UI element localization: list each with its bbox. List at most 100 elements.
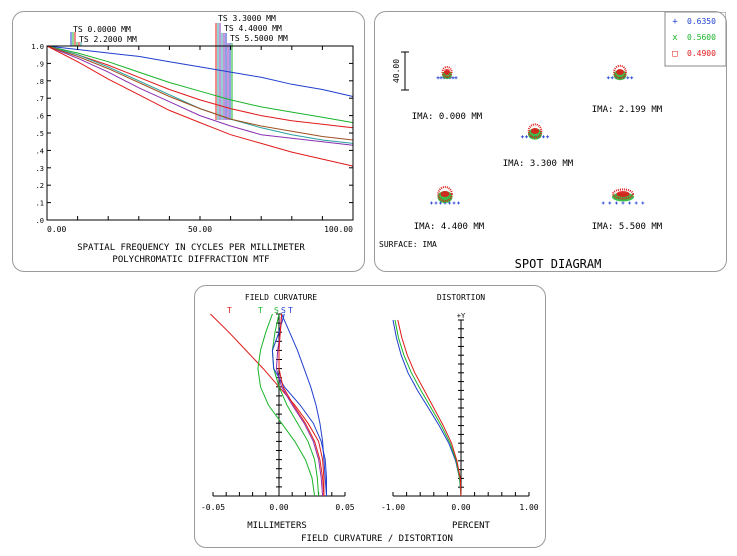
spot-blob xyxy=(606,64,634,81)
field-curvature-xlabel: MILLIMETERS xyxy=(247,521,307,531)
spot-ray-blue xyxy=(457,201,460,205)
fc-x-tick-label: -0.05 xyxy=(201,503,225,512)
spot-blob xyxy=(601,188,645,205)
mtf-series-line xyxy=(46,45,354,97)
mtf-series-line xyxy=(46,45,354,146)
mtf-field-label: TS 4.4000 MM xyxy=(224,24,282,33)
spot-blob xyxy=(430,186,460,205)
fc-series-line xyxy=(275,313,324,497)
spot-ray-red xyxy=(530,128,540,134)
spot-ray-red xyxy=(441,66,453,78)
mtf-panel: TS 0.0000 MM TS 2.2000 MM TS 3.3000 MM TS 4… xyxy=(12,11,365,272)
spot-scale-bar xyxy=(401,51,409,91)
spot-surface-label: SURFACE: IMA xyxy=(379,240,437,249)
spot-diagram-chart: +0.6350 x 0.5600 □ 0.4900 40.00 IMA: 0.000 M… xyxy=(379,12,726,271)
fc-x-tick-label: 0.05 xyxy=(335,503,354,512)
spot-ray-blue xyxy=(614,201,618,205)
wavelength-value: 0.5600 xyxy=(687,33,716,42)
spot-ray-blue xyxy=(641,201,645,205)
mtf-y-tick-label: .2 xyxy=(36,182,44,190)
spot-ray-red xyxy=(612,188,634,200)
mtf-y-tick-label: .1 xyxy=(36,200,44,208)
spot-ray-blue xyxy=(541,135,545,139)
wavelength-symbol: + xyxy=(672,17,678,27)
spot-ray-blue xyxy=(610,76,614,80)
mtf-xlabel: SPATIAL FREQUENCY IN CYCLES PER MILLIMET… xyxy=(77,243,305,253)
field-curvature-distortion-title: FIELD CURVATURE / DISTORTION xyxy=(301,534,453,544)
spot-ray-blue xyxy=(439,201,442,205)
fc-curve-label: S xyxy=(281,306,286,315)
mtf-series-line xyxy=(46,45,354,124)
spot-ray-blue xyxy=(608,201,612,205)
mtf-y-tick-label: .6 xyxy=(36,113,44,121)
spot-title: SPOT DIAGRAM xyxy=(515,257,602,271)
fc-curve-label: S xyxy=(274,306,279,315)
spot-ray-blue xyxy=(434,201,438,205)
spot-ray-red xyxy=(527,123,543,139)
mtf-y-tick-label: .4 xyxy=(36,147,44,155)
distortion-xlabel: PERCENT xyxy=(452,521,491,531)
spot-scale-label: 40.00 xyxy=(392,59,401,83)
spot-ray-blue xyxy=(630,76,634,80)
spot-diagram-panel: +0.6350 x 0.5600 □ 0.4900 40.00 IMA: 0.000 M… xyxy=(374,11,727,272)
spot-ray-blue xyxy=(451,76,455,80)
dist-x-tick-label: -1.00 xyxy=(381,503,405,512)
mtf-field-label: TS 3.3000 MM xyxy=(218,14,276,23)
wavelength-legend-frame xyxy=(664,12,726,67)
fc-series-line xyxy=(271,313,320,497)
mtf-x-tick-label: 100.00 xyxy=(324,225,353,234)
mtf-y-tick-label: .0 xyxy=(36,217,44,225)
spot-ray-blue xyxy=(439,76,443,80)
mtf-title: POLYCHROMATIC DIFFRACTION MTF xyxy=(112,255,269,265)
spot-field-label: IMA: 5.500 MM xyxy=(592,222,663,232)
fc-curve-label: T xyxy=(258,306,263,315)
distortion-axis-label: +Y xyxy=(457,312,466,320)
distortion-title: DISTORTION xyxy=(437,293,485,302)
fc-series-line xyxy=(271,313,327,496)
dist-x-tick-label: 1.00 xyxy=(519,503,538,512)
mtf-y-tick-label: .9 xyxy=(36,60,44,68)
spot-field-label: IMA: 3.300 MM xyxy=(503,159,574,169)
mtf-series-line xyxy=(46,45,354,129)
mtf-plot-frame xyxy=(46,45,354,221)
mtf-x-tick-label: 0.00 xyxy=(47,225,66,234)
mtf-y-tick-label: .7 xyxy=(36,95,44,103)
spot-ray-red xyxy=(440,191,450,197)
spot-ray-blue xyxy=(621,201,625,205)
wavelength-value: 0.4900 xyxy=(687,49,716,58)
spot-ray-red xyxy=(437,186,453,202)
fc-series-line xyxy=(257,313,316,497)
mtf-y-tick-label: 1.0 xyxy=(31,43,44,51)
mtf-y-tick-label: .5 xyxy=(36,130,44,138)
fc-x-tick-label: 0.00 xyxy=(269,503,288,512)
fc-series-line xyxy=(281,313,327,497)
spot-field-label: IMA: 4.400 MM xyxy=(414,222,485,232)
spot-ray-blue xyxy=(436,76,440,80)
wavelength-symbol: □ xyxy=(672,49,678,59)
dist-series-line xyxy=(394,319,462,497)
spot-ray-blue xyxy=(452,201,456,205)
spot-ray-blue xyxy=(628,201,632,205)
spot-ray-blue xyxy=(454,76,458,80)
mtf-field-label: TS 5.5000 MM xyxy=(230,34,288,43)
mtf-series-line xyxy=(46,45,354,144)
mtf-series-line xyxy=(46,45,354,141)
spot-blob xyxy=(436,66,458,80)
spot-ray-blue xyxy=(626,76,630,80)
spot-ray-red xyxy=(616,69,624,75)
spot-ray-red xyxy=(616,191,630,197)
wavelength-symbol: x xyxy=(672,33,678,43)
mtf-series-line xyxy=(46,45,354,167)
spot-ray-red xyxy=(444,69,450,75)
spot-field-label: IMA: 0.000 MM xyxy=(412,112,483,122)
spot-blob xyxy=(520,123,550,140)
fc-series-line xyxy=(278,313,325,497)
spot-field-label: IMA: 2.199 MM xyxy=(592,105,663,115)
spot-ray-blue xyxy=(606,76,610,80)
spot-ray-blue xyxy=(546,135,550,139)
spot-ray-blue xyxy=(601,201,605,205)
wavelength-value: 0.6350 xyxy=(687,17,716,26)
